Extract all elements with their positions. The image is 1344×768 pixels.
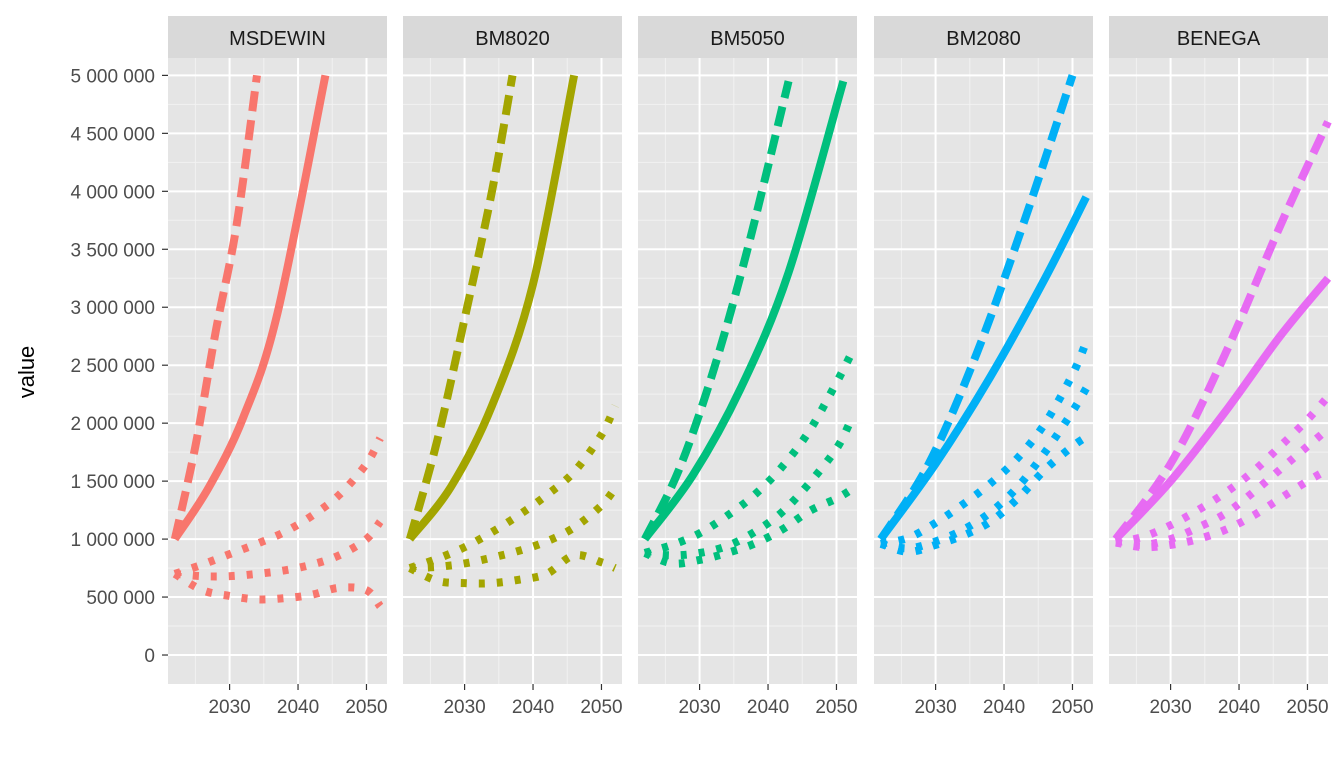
- x-tick-label: 2050: [1051, 697, 1093, 718]
- series-line-dotted-3: [173, 436, 384, 578]
- panel-background: [168, 58, 387, 684]
- x-tick-label: 2030: [678, 697, 720, 718]
- panel-background: [1109, 58, 1328, 684]
- x-tick-label: 2040: [277, 697, 319, 718]
- panel-background: [403, 58, 622, 684]
- series-line-solid-2: [877, 195, 1090, 542]
- facet-strip: [1109, 16, 1328, 58]
- facet-strip-label: MSDEWIN: [229, 28, 326, 50]
- y-tick-label: 2 000 000: [70, 414, 155, 435]
- y-tick-label: 0: [144, 646, 155, 667]
- facet-panel-bm5050: BM5050 2030 2040 2050: [638, 16, 858, 718]
- facet-strip-label: BM2080: [946, 28, 1021, 50]
- series-line-dashed-1: [170, 74, 261, 540]
- x-tick-label: 2030: [914, 697, 956, 718]
- series-line-solid-2: [1112, 275, 1332, 542]
- y-tick-label: 1 500 000: [70, 472, 155, 493]
- y-tick-label: 2 500 000: [70, 356, 155, 377]
- facet-strip: [168, 16, 387, 58]
- series-line-dotted-4: [880, 386, 1090, 553]
- series-line-dotted-5: [643, 486, 853, 568]
- x-tick-label: 2030: [443, 697, 485, 718]
- x-tick-label: 2040: [1218, 697, 1260, 718]
- series-line-dotted-4: [644, 420, 854, 560]
- facet-panel-bm8020: BM8020 2030 2040 2050: [403, 16, 623, 718]
- series-line-dotted-5: [408, 550, 617, 588]
- series-line-dotted-3: [643, 354, 854, 557]
- x-tick-label: 2040: [512, 697, 554, 718]
- y-tick-label: 4 000 000: [70, 182, 155, 203]
- series-line-solid-2: [641, 80, 848, 542]
- series-line-dotted-5: [1115, 466, 1330, 552]
- facet-strip: [874, 16, 1093, 58]
- series-line-dotted-5: [172, 570, 384, 609]
- series-line-dashed-1: [1112, 120, 1332, 542]
- facet-strip: [638, 16, 857, 58]
- facet-panel-bm2080: BM2080 2030 2040 2050: [874, 16, 1094, 718]
- x-tick-label: 2050: [580, 697, 622, 718]
- x-tick-label: 2050: [815, 697, 857, 718]
- series-line-dotted-5: [879, 433, 1089, 556]
- x-tick-label: 2030: [208, 697, 250, 718]
- series-line-dotted-4: [174, 519, 384, 581]
- facet-panel-benega: BENEGA 2030 2040 2050: [1109, 16, 1332, 718]
- series-line-solid-2: [171, 74, 330, 542]
- series-line-dotted-3: [408, 404, 619, 572]
- series-line-dashed-1: [405, 74, 517, 541]
- series-line-solid-2: [406, 74, 579, 542]
- series-line-dotted-3: [1115, 393, 1332, 547]
- y-tick-label: 500 000: [86, 588, 155, 609]
- y-tick-label: 3 500 000: [70, 240, 155, 261]
- x-tick-label: 2050: [345, 697, 387, 718]
- x-tick-label: 2050: [1286, 697, 1328, 718]
- facet-panel-msdewin: MSDEWIN 2030 2040 2050: [168, 16, 388, 718]
- y-axis: 0 500 000 1 000 000 1 500 000 2 000 000 2 500…: [70, 66, 168, 667]
- facet-strip-label: BM8020: [475, 28, 550, 50]
- series-line-dotted-4: [409, 485, 619, 573]
- series-line-dashed-1: [641, 80, 793, 541]
- y-tick-label: 5 000 000: [70, 66, 155, 87]
- x-tick-label: 2030: [1149, 697, 1191, 718]
- facet-strip: [403, 16, 622, 58]
- y-tick-label: 1 000 000: [70, 530, 155, 551]
- facet-strip-label: BM5050: [710, 28, 785, 50]
- y-axis-title: value: [14, 346, 39, 399]
- facet-strip-label: BENEGA: [1177, 28, 1261, 50]
- y-tick-label: 3 000 000: [70, 298, 155, 319]
- x-tick-label: 2040: [983, 697, 1025, 718]
- x-tick-label: 2040: [747, 697, 789, 718]
- y-tick-label: 4 500 000: [70, 124, 155, 145]
- series-line-dotted-3: [880, 340, 1090, 548]
- panel-background: [874, 58, 1093, 684]
